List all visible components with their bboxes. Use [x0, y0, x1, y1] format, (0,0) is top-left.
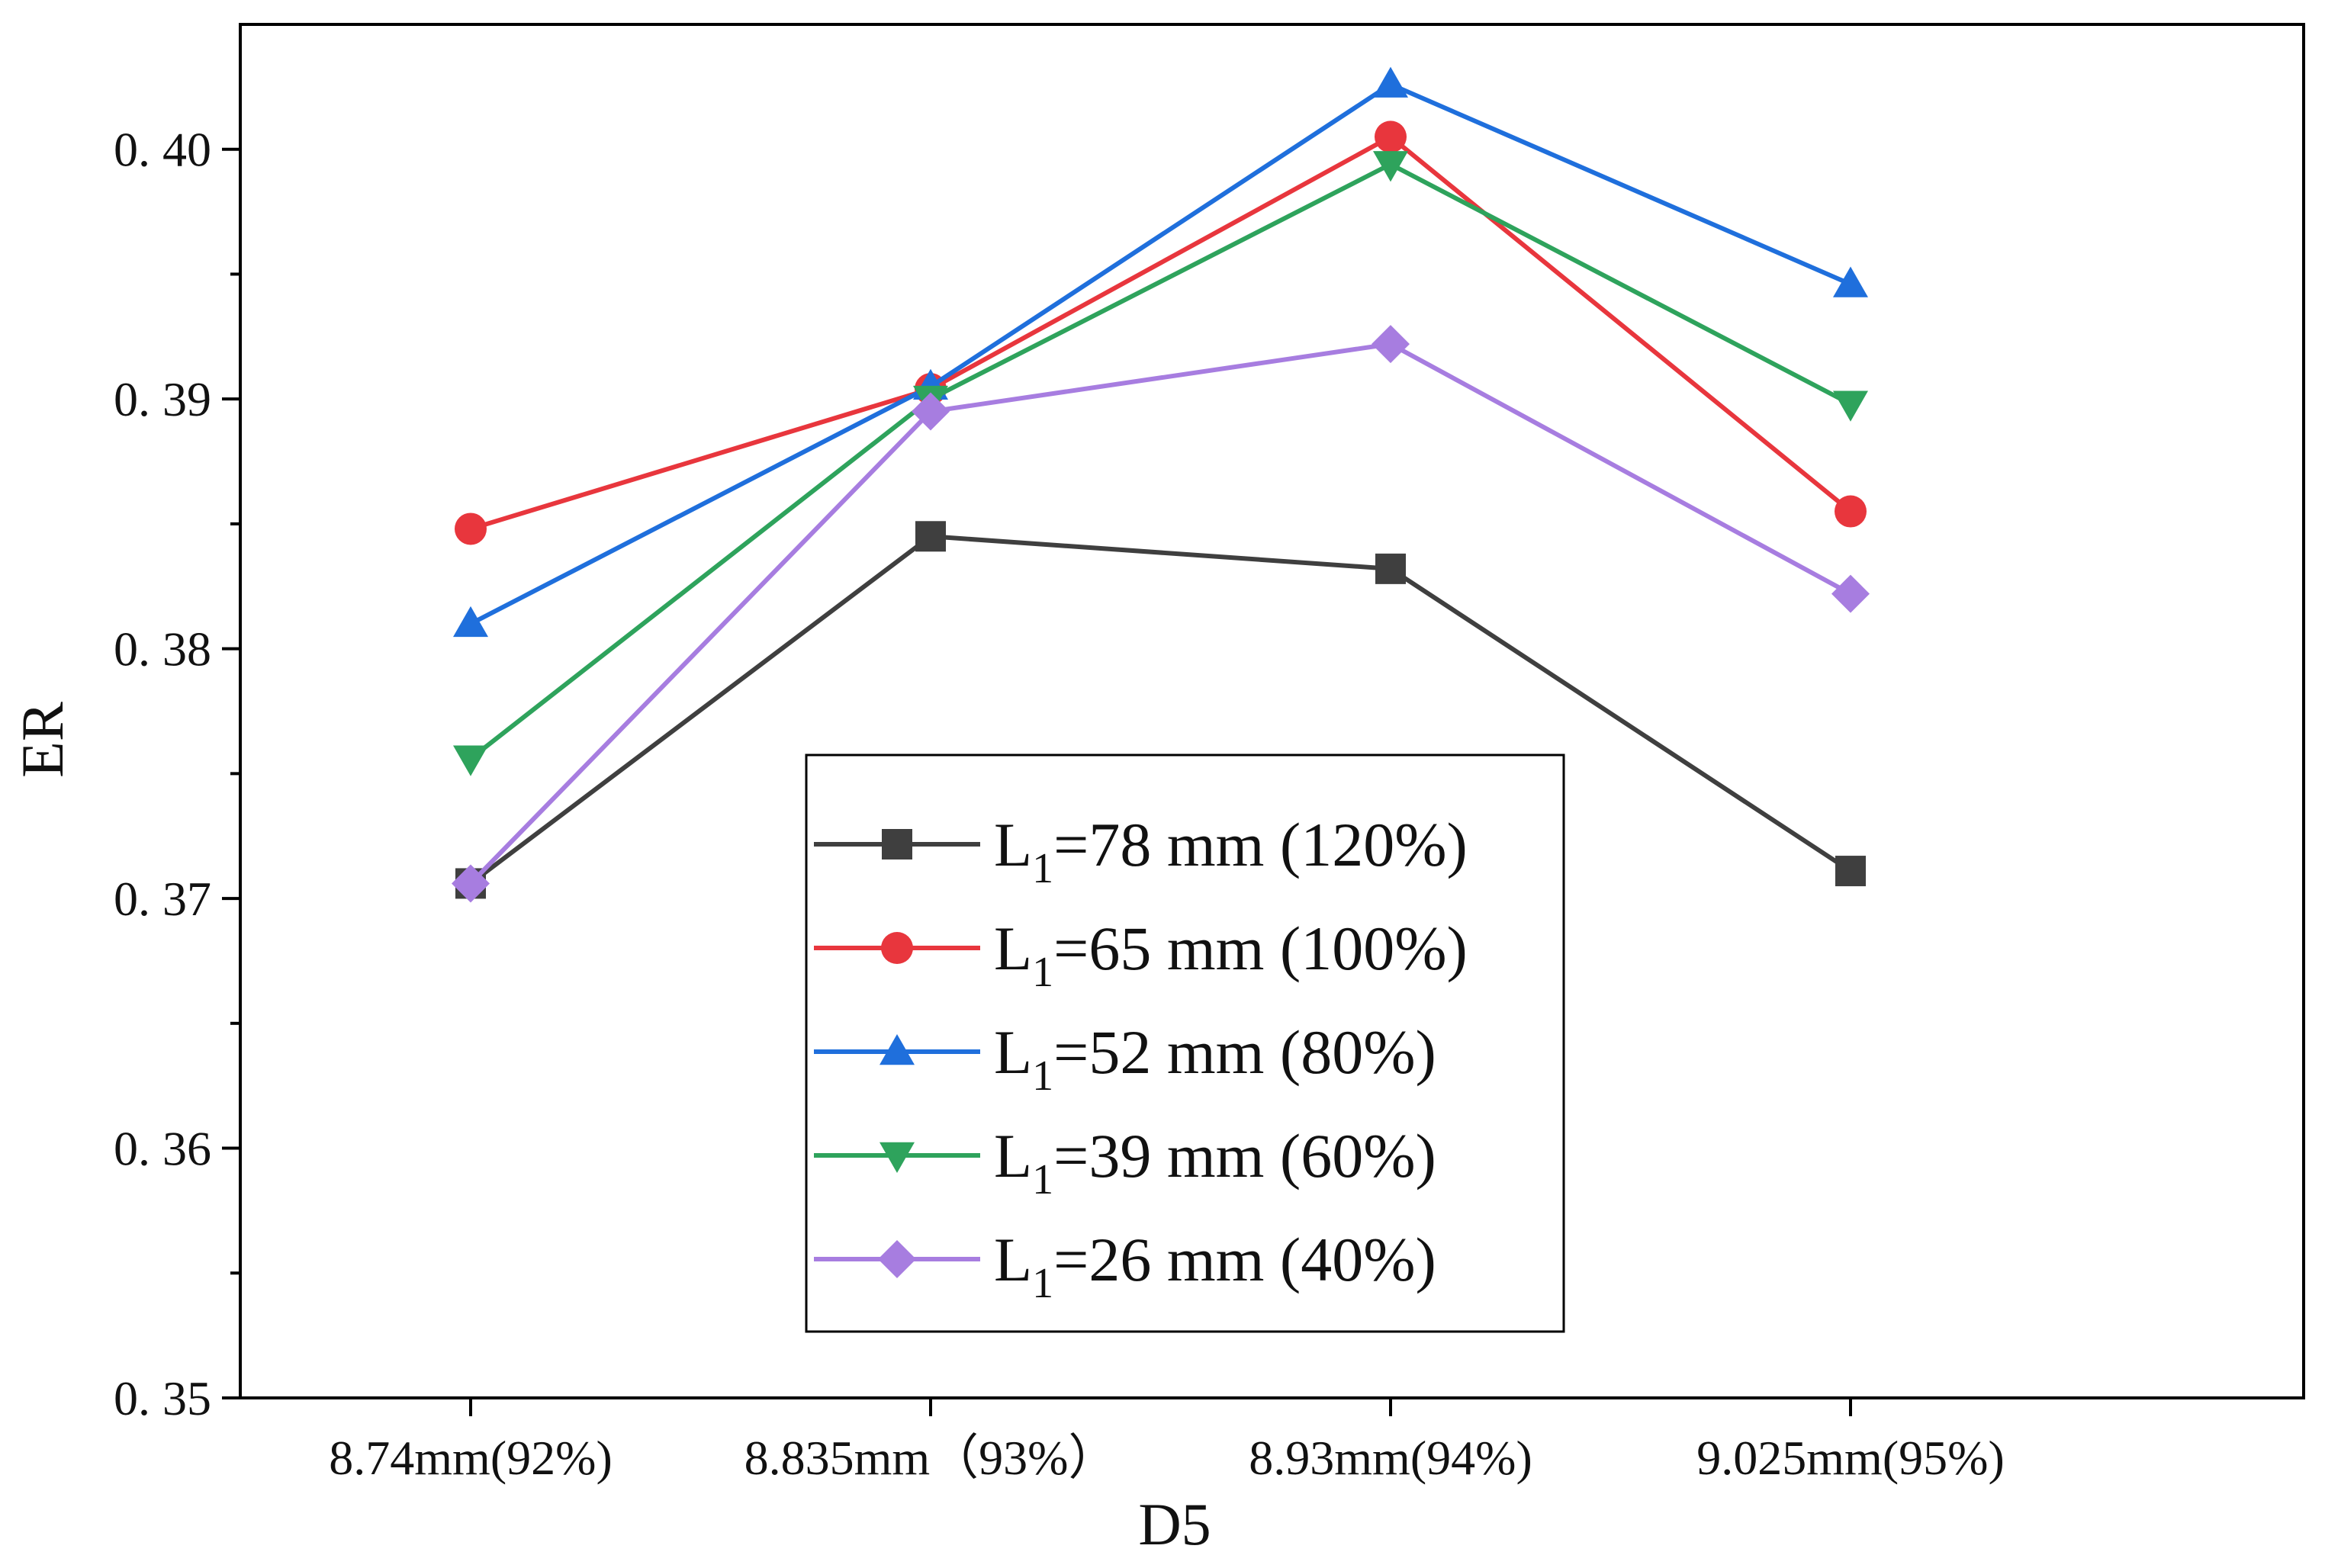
- legend-item: L1=78 mm (120%): [814, 810, 1468, 892]
- series-line: [469, 162, 1852, 761]
- legend-label: L1=26 mm (40%): [994, 1225, 1436, 1307]
- legend-label: L1=52 mm (80%): [994, 1017, 1436, 1100]
- y-axis-title: ER: [9, 702, 76, 778]
- legend-label: L1=39 mm (60%): [994, 1121, 1436, 1203]
- legend-marker: [880, 1034, 915, 1065]
- legend-box: [805, 753, 1565, 1333]
- data-point: [915, 521, 946, 552]
- data-point: [1373, 151, 1408, 182]
- legend-label: L1=65 mm (100%): [994, 914, 1468, 996]
- x-axis-title: D5: [1138, 1491, 1211, 1557]
- data-point: [1375, 120, 1407, 153]
- series-2: [455, 120, 1867, 545]
- series-5: [452, 325, 1870, 903]
- series-line: [470, 134, 1852, 532]
- data-point: [453, 745, 488, 776]
- data-point: [1833, 390, 1868, 422]
- y-tick-label: 0. 38: [114, 622, 211, 676]
- y-tick-label: 0. 40: [114, 123, 211, 177]
- legend-item: L1=39 mm (60%): [814, 1121, 1436, 1203]
- series-line: [468, 342, 1852, 885]
- x-tick-label: 9.025mm(95%): [1696, 1431, 2005, 1485]
- data-point: [1372, 325, 1410, 364]
- x-tick-label: 8.93mm(94%): [1249, 1431, 1532, 1485]
- series-line: [469, 534, 1852, 885]
- legend-item: L1=26 mm (40%): [814, 1225, 1436, 1307]
- x-tick-label: 8.835mm（93%）: [744, 1431, 1117, 1485]
- legend-label: L1=78 mm (120%): [994, 810, 1468, 892]
- y-tick-label: 0. 36: [114, 1122, 211, 1176]
- x-tick-label: 8.74mm(92%): [329, 1431, 613, 1485]
- data-point: [1833, 266, 1868, 297]
- series-4: [453, 151, 1868, 776]
- legend-item: L1=65 mm (100%): [814, 914, 1468, 996]
- data-point: [455, 512, 487, 545]
- series-layer: [452, 66, 1870, 903]
- y-tick-label: 0. 37: [114, 872, 211, 926]
- series-line: [469, 82, 1852, 626]
- data-point: [1835, 495, 1867, 528]
- legend-marker: [881, 932, 913, 964]
- data-point: [1373, 66, 1408, 98]
- data-point: [452, 864, 490, 903]
- y-tick-label: 0. 39: [114, 372, 211, 426]
- data-point: [912, 392, 950, 431]
- data-point: [1831, 574, 1870, 613]
- legend-marker: [878, 1240, 916, 1278]
- data-point: [1375, 553, 1406, 584]
- data-point: [453, 606, 488, 638]
- legend-item: L1=52 mm (80%): [814, 1017, 1436, 1100]
- data-point: [1835, 856, 1866, 887]
- axes-layer: 0. 35 0. 36 0. 37 0. 38 0. 39 0. 40 8.74mm(92%…: [114, 23, 2305, 1485]
- legend: L1=78 mm (120%) L1=65 mm (100%) L1=52 mm (…: [805, 753, 1565, 1333]
- legend-marker: [882, 829, 912, 860]
- plot-frame: [239, 23, 2305, 1399]
- legend-marker: [880, 1142, 915, 1173]
- y-tick-label: 0. 35: [114, 1371, 211, 1425]
